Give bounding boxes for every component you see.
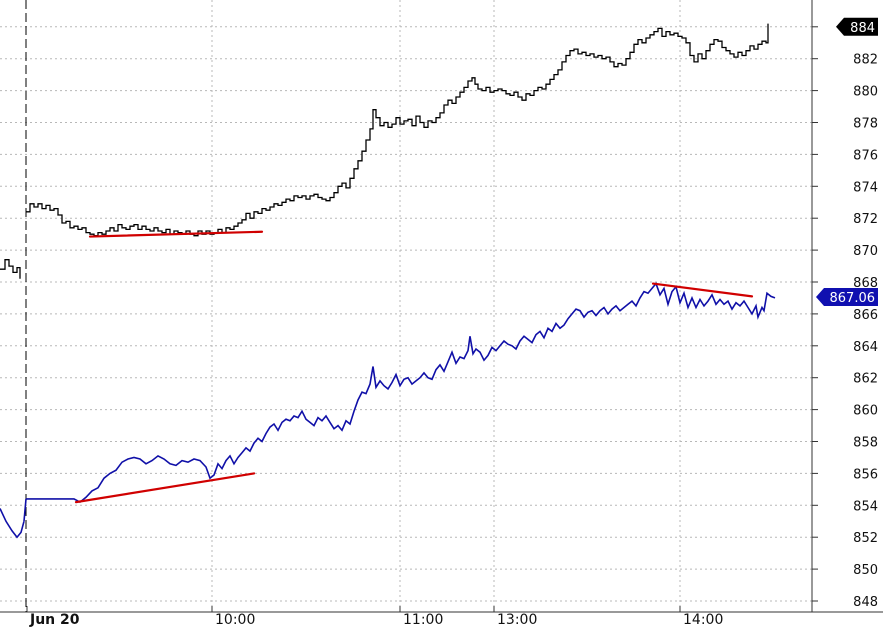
badge-value: 884 <box>850 21 875 36</box>
series-0-line <box>26 23 769 237</box>
series-1-pre-session <box>0 508 25 539</box>
y-tick-label: 880 <box>853 85 878 100</box>
y-tick-label: 870 <box>853 244 878 259</box>
x-axis: Jun 20 10:00 11:00 13:00 14:00 <box>0 606 883 628</box>
trendline-0[interactable] <box>88 230 264 238</box>
series-0-pre-session <box>0 259 21 279</box>
grid <box>0 0 812 612</box>
y-tick-label: 850 <box>853 563 878 578</box>
y-tick-label: 860 <box>853 404 878 419</box>
y-tick-label: 882 <box>853 53 878 68</box>
y-tick-label: 868 <box>853 276 878 291</box>
y-tick-label: 862 <box>853 372 878 387</box>
y-tick-label: 852 <box>853 531 878 546</box>
series-1-last-value-badge: 867.06 <box>816 287 878 306</box>
annotation-layer <box>74 230 754 504</box>
badge-value: 867.06 <box>830 291 876 306</box>
series-1-line <box>26 282 776 504</box>
y-tick-label: 876 <box>853 148 878 163</box>
y-tick-label: 858 <box>853 436 878 451</box>
y-tick-label: 872 <box>853 212 878 227</box>
x-tick-label: Jun 20 <box>29 612 80 628</box>
trendline-2[interactable] <box>651 282 754 298</box>
y-tick-label: 878 <box>853 117 878 132</box>
y-tick-label: 854 <box>853 499 878 514</box>
y-tick-label: 866 <box>853 308 878 323</box>
series-1-gap-connector <box>23 498 27 522</box>
badge-layer: 884 867.06 <box>816 17 878 306</box>
x-tick-label: 10:00 <box>215 612 255 628</box>
badge-shape <box>816 287 878 306</box>
series-layer <box>0 23 776 539</box>
series-0-last-value-badge: 884 <box>836 17 878 36</box>
y-tick-label: 856 <box>853 467 878 482</box>
y-tick-label: 848 <box>853 595 878 610</box>
badge-shape <box>836 17 878 36</box>
y-tick-label: 874 <box>853 180 878 195</box>
x-tick-label: 11:00 <box>403 612 443 628</box>
trendline-1[interactable] <box>74 472 256 504</box>
y-tick-label: 864 <box>853 340 878 355</box>
x-tick-label: 13:00 <box>497 612 537 628</box>
x-tick-label: 14:00 <box>683 612 723 628</box>
